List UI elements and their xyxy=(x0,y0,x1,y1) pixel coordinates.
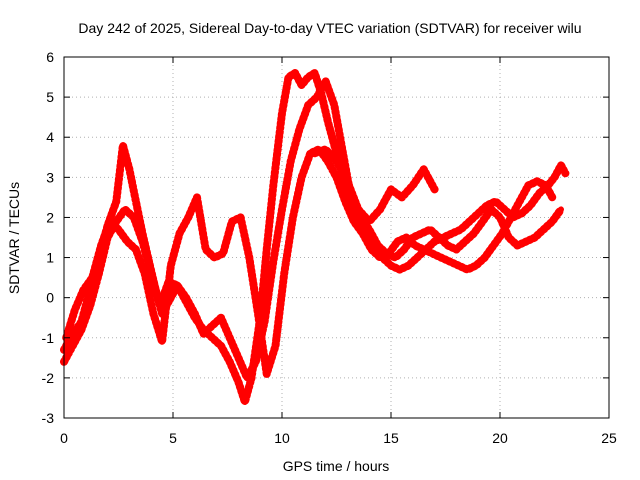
y-tick-label: 3 xyxy=(46,169,54,185)
series-track-3 xyxy=(63,146,556,377)
y-tick-label: -1 xyxy=(42,330,55,346)
x-tick-label: 20 xyxy=(492,430,508,446)
y-tick-label: 2 xyxy=(46,209,54,225)
series-track-2 xyxy=(61,78,564,381)
y-tick-label: 1 xyxy=(46,250,54,266)
x-tick-label: 5 xyxy=(169,430,177,446)
y-tick-label: 4 xyxy=(46,129,54,145)
x-tick-label: 10 xyxy=(274,430,290,446)
y-tick-label: 5 xyxy=(46,89,54,105)
y-tick-label: 6 xyxy=(46,49,54,65)
y-tick-label: -2 xyxy=(42,370,55,386)
x-tick-label: 15 xyxy=(383,430,399,446)
x-axis-label: GPS time / hours xyxy=(283,458,390,474)
y-tick-label: 0 xyxy=(46,290,54,306)
x-tick-label: 25 xyxy=(601,430,617,446)
plot-area xyxy=(60,69,570,406)
series-track-4 xyxy=(311,146,438,225)
axis-ticks: -3 -2 -1 0 1 2 3 4 5 6 0 5 10 15 20 25 xyxy=(42,49,617,446)
x-tick-label: 0 xyxy=(60,430,68,446)
chart-title: Day 242 of 2025, Sidereal Day-to-day VTE… xyxy=(78,20,581,36)
y-axis-label: SDTVAR / TECUs xyxy=(6,182,22,294)
plot-frame xyxy=(63,56,610,419)
y-tick-label: -3 xyxy=(42,410,55,426)
